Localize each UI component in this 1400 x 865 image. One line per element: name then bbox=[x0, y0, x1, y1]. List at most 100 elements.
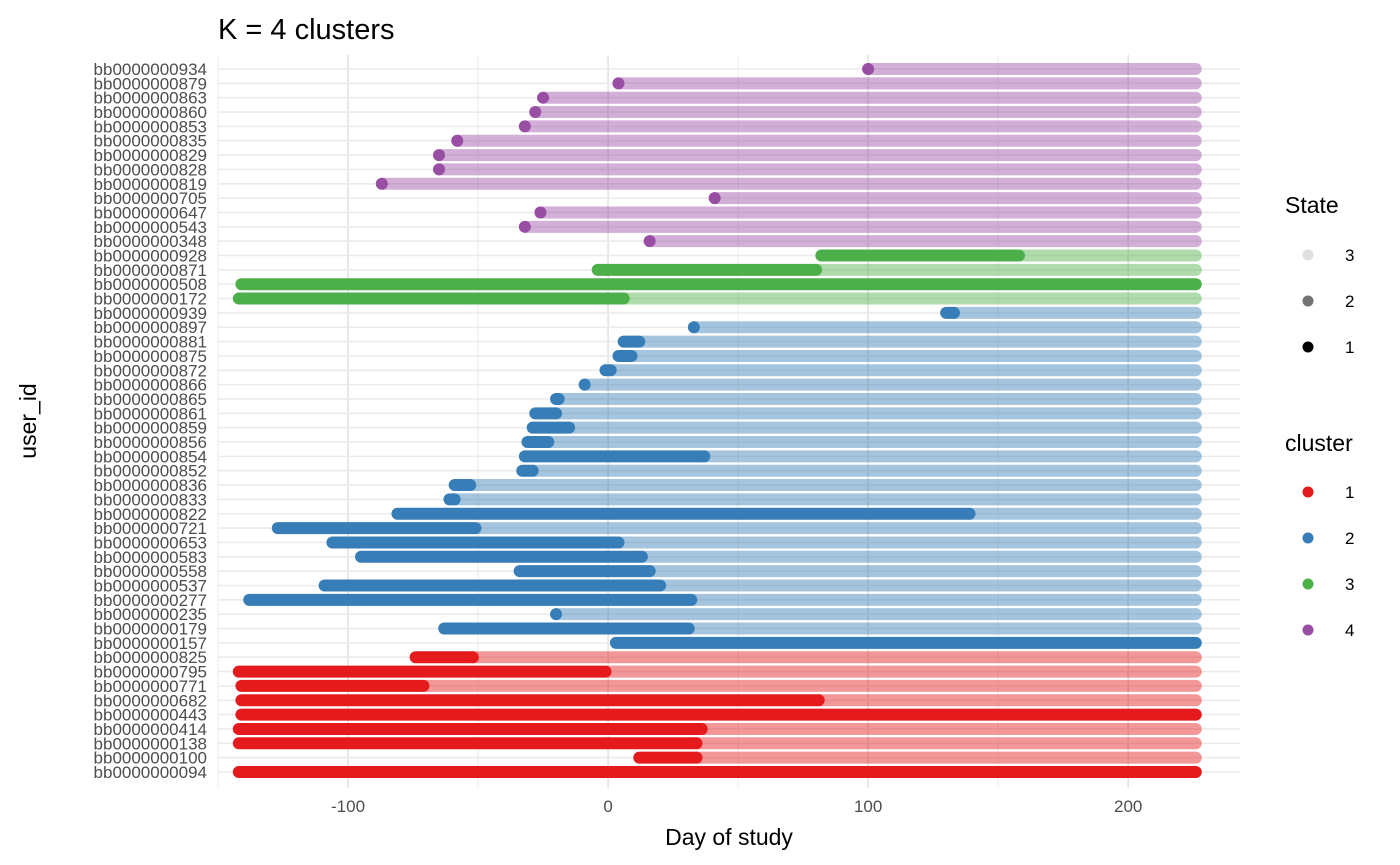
y-tick-label: bb0000000508 bbox=[94, 275, 207, 294]
state-1-point bbox=[708, 192, 721, 205]
x-tick-label: -100 bbox=[331, 797, 365, 816]
y-tick-label: bb0000000879 bbox=[94, 74, 207, 93]
legend-cluster: cluster 1 2 3 4 bbox=[1285, 430, 1354, 640]
y-tick-label: bb0000000443 bbox=[94, 706, 207, 725]
row-bb0000000897 bbox=[687, 321, 1202, 334]
y-tick-label: bb0000000872 bbox=[94, 361, 207, 380]
legend-cluster-title: cluster bbox=[1285, 430, 1353, 456]
y-tick-label: bb0000000348 bbox=[94, 232, 207, 251]
legend-cluster-label: 4 bbox=[1345, 621, 1354, 640]
x-tick-label: 200 bbox=[1114, 797, 1142, 816]
y-tick-label: bb0000000277 bbox=[94, 591, 207, 610]
y-tick-label: bb0000000866 bbox=[94, 376, 207, 395]
state-1-point bbox=[550, 608, 563, 621]
grid bbox=[217, 55, 1240, 788]
y-tick-label: bb0000000583 bbox=[94, 548, 207, 567]
legend-cluster-label: 2 bbox=[1345, 529, 1354, 548]
y-tick-label: bb0000000705 bbox=[94, 189, 207, 208]
legend-state-label: 2 bbox=[1345, 292, 1354, 311]
state-1-point bbox=[433, 163, 446, 176]
y-axis-title: user_id bbox=[15, 383, 41, 458]
state-1-point bbox=[375, 177, 388, 190]
row-bb0000000860 bbox=[529, 106, 1202, 119]
y-tick-label: bb0000000861 bbox=[94, 404, 207, 423]
y-tick-label: bb0000000934 bbox=[94, 60, 207, 79]
y-tick-label: bb0000000653 bbox=[94, 533, 207, 552]
chart-title: K = 4 clusters bbox=[218, 14, 395, 46]
state-1-point bbox=[529, 106, 542, 119]
y-tick-label: bb0000000235 bbox=[94, 605, 207, 624]
legend-state-label: 1 bbox=[1345, 338, 1354, 357]
y-tick-labels: bb0000000934bb0000000879bb0000000863bb00… bbox=[94, 60, 207, 782]
state-1-point bbox=[537, 91, 550, 104]
y-tick-label: bb0000000833 bbox=[94, 490, 207, 509]
y-tick-label: bb0000000819 bbox=[94, 175, 207, 194]
state-1-point bbox=[643, 235, 656, 248]
x-tick-label: 0 bbox=[603, 797, 612, 816]
y-tick-label: bb0000000094 bbox=[94, 763, 207, 782]
y-tick-label: bb0000000100 bbox=[94, 749, 207, 768]
y-tick-label: bb0000000795 bbox=[94, 663, 207, 682]
y-tick-label: bb0000000928 bbox=[94, 247, 207, 266]
legend-cluster-key bbox=[1302, 624, 1314, 636]
y-tick-label: bb0000000853 bbox=[94, 117, 207, 136]
y-tick-label: bb0000000871 bbox=[94, 261, 207, 280]
y-tick-label: bb0000000835 bbox=[94, 132, 207, 151]
y-tick-label: bb0000000939 bbox=[94, 304, 207, 323]
row-bb0000000934 bbox=[862, 63, 1202, 75]
legend-state-key bbox=[1302, 249, 1314, 261]
y-tick-label: bb0000000856 bbox=[94, 433, 207, 452]
state-1-point bbox=[687, 321, 700, 334]
y-tick-label: bb0000000897 bbox=[94, 318, 207, 337]
y-tick-label: bb0000000860 bbox=[94, 103, 207, 122]
y-tick-label: bb0000000172 bbox=[94, 290, 207, 309]
y-tick-label: bb0000000852 bbox=[94, 462, 207, 481]
y-tick-label: bb0000000537 bbox=[94, 576, 207, 595]
state-1-point bbox=[451, 134, 464, 147]
row-bb0000000829 bbox=[433, 149, 1202, 162]
row-bb0000000863 bbox=[537, 91, 1202, 104]
y-tick-label: bb0000000138 bbox=[94, 734, 207, 753]
row-bb0000000647 bbox=[534, 206, 1202, 219]
y-tick-label: bb0000000854 bbox=[94, 447, 207, 466]
row-bb0000000866 bbox=[578, 378, 1202, 391]
legend-state-key bbox=[1302, 341, 1314, 353]
y-tick-label: bb0000000881 bbox=[94, 333, 207, 352]
row-bb0000000819 bbox=[375, 177, 1202, 190]
legend-cluster-label: 1 bbox=[1345, 483, 1354, 502]
legend-state: State 3 2 1 bbox=[1285, 192, 1354, 357]
y-tick-label: bb0000000859 bbox=[94, 419, 207, 438]
x-tick-labels: -100 0 100 200 bbox=[331, 797, 1142, 816]
state-1-point bbox=[534, 206, 547, 219]
row-bb0000000879 bbox=[612, 77, 1202, 90]
state-1-point bbox=[862, 63, 875, 75]
legend-cluster-label: 3 bbox=[1345, 575, 1354, 594]
row-bb0000000705 bbox=[708, 192, 1202, 205]
y-tick-label: bb0000000863 bbox=[94, 89, 207, 108]
state-1-point bbox=[612, 77, 625, 90]
y-tick-label: bb0000000558 bbox=[94, 562, 207, 581]
data-layer bbox=[232, 63, 1202, 778]
y-tick-label: bb0000000179 bbox=[94, 620, 207, 639]
legend-cluster-key bbox=[1302, 532, 1314, 544]
x-tick-label: 100 bbox=[854, 797, 882, 816]
y-tick-label: bb0000000822 bbox=[94, 505, 207, 524]
legend-state-label: 3 bbox=[1345, 246, 1354, 265]
legend-cluster-key bbox=[1302, 578, 1314, 590]
y-tick-label: bb0000000828 bbox=[94, 160, 207, 179]
legend-state-title: State bbox=[1285, 192, 1339, 218]
legend-cluster-key bbox=[1302, 486, 1314, 498]
state-1-point bbox=[433, 149, 446, 162]
legend-state-key bbox=[1302, 295, 1314, 307]
y-tick-label: bb0000000836 bbox=[94, 476, 207, 495]
row-bb0000000853 bbox=[518, 120, 1202, 133]
y-tick-label: bb0000000682 bbox=[94, 691, 207, 710]
y-tick-label: bb0000000865 bbox=[94, 390, 207, 409]
row-bb0000000235 bbox=[550, 608, 1202, 621]
row-bb0000000543 bbox=[518, 220, 1202, 233]
row-bb0000000835 bbox=[451, 134, 1202, 147]
y-tick-label: bb0000000771 bbox=[94, 677, 207, 696]
y-tick-label: bb0000000721 bbox=[94, 519, 207, 538]
y-tick-label: bb0000000157 bbox=[94, 634, 207, 653]
